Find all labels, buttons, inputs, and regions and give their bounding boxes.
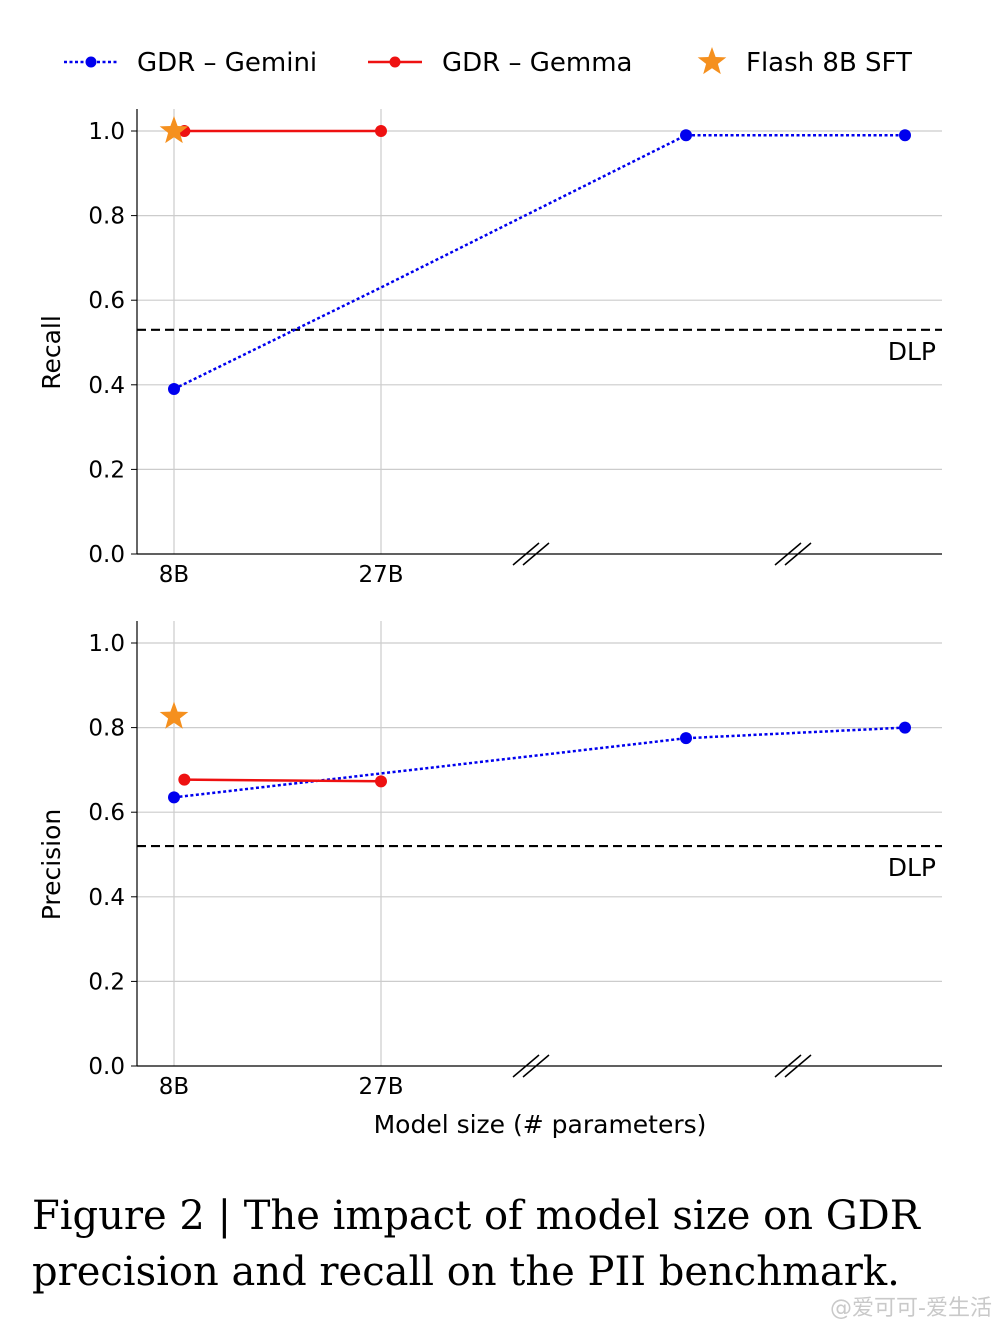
y-tick-label: 0.2 (88, 969, 125, 995)
watermark: @爱可可-爱生活 (830, 1296, 992, 1321)
data-point (899, 129, 911, 142)
series-gemma (178, 773, 387, 788)
x-tick-label: 27B (358, 562, 403, 588)
data-point (178, 773, 191, 786)
axis-break-mark (774, 1054, 812, 1078)
series-line-gemini (173, 726, 906, 799)
y-tick-label: 0.6 (88, 288, 125, 314)
y-tick-label: 0.2 (88, 457, 125, 483)
x-tick-label: 27B (358, 1074, 403, 1100)
x-tick-label: 8B (159, 562, 189, 588)
y-tick-label: 0.0 (88, 1054, 125, 1080)
series-line-gemini (173, 133, 905, 391)
series-flash (159, 116, 189, 144)
star-point (159, 116, 189, 144)
y-tick-label: 0.6 (88, 800, 125, 826)
legend-label-gemma: GDR – Gemma (442, 48, 633, 78)
series-gemini (168, 721, 911, 804)
y-tick-label: 0.4 (88, 885, 125, 911)
legend-label-gemini: GDR – Gemini (137, 48, 317, 78)
axis-break-mark (512, 542, 550, 566)
y-tick-label: 0.8 (88, 716, 125, 742)
data-point (680, 732, 692, 745)
data-point (375, 775, 387, 788)
star-point (159, 701, 189, 729)
axis-break-mark (774, 542, 812, 566)
precision-panel: 0.0 0.2 0.4 0.6 0.8 1.0 8B 27B Precision Model si… (37, 621, 942, 1139)
x-axis-label: Model size (# parameters) (374, 1110, 707, 1139)
legend-star-marker (697, 47, 727, 75)
recall-panel: 0.0 0.2 0.4 0.6 0.8 1.0 8B 27B Recall DLP (37, 109, 942, 588)
series-gemini (168, 129, 911, 396)
data-point (899, 721, 911, 734)
y-tick-label: 1.0 (88, 631, 125, 657)
dlp-baseline-label: DLP (888, 337, 936, 366)
legend: GDR – Gemini GDR – Gemma Flash 8B SFT (64, 47, 912, 78)
figure-caption: Figure 2 | The impact of model size on G… (32, 1193, 920, 1295)
figure-canvas: GDR – Gemini GDR – Gemma Flash 8B SFT 0.00… (37, 47, 942, 1139)
data-point (680, 129, 692, 142)
y-tick-label: 0.0 (88, 542, 125, 568)
x-tick-label: 8B (159, 1074, 189, 1100)
data-point (168, 383, 180, 396)
legend-label-flash: Flash 8B SFT (746, 48, 912, 78)
legend-marker-gemini (85, 56, 97, 68)
y-tick-label: 0.4 (88, 373, 125, 399)
legend-marker-gemma (389, 56, 401, 68)
y-tick-label: 1.0 (88, 119, 125, 145)
series-flash (159, 701, 189, 729)
dlp-baseline-label: DLP (888, 853, 936, 882)
data-point (168, 791, 180, 804)
legend-item-gemini: GDR – Gemini (64, 48, 317, 78)
series-line-gemma (184, 778, 382, 783)
y-axis-label: Precision (37, 809, 66, 921)
y-axis-label: Recall (37, 315, 66, 390)
data-point (375, 125, 387, 137)
series-gemma (178, 125, 387, 137)
axis-break-mark (512, 1054, 550, 1078)
legend-item-flash: Flash 8B SFT (697, 47, 912, 78)
legend-item-gemma: GDR – Gemma (368, 48, 633, 78)
y-tick-label: 0.8 (88, 204, 125, 230)
